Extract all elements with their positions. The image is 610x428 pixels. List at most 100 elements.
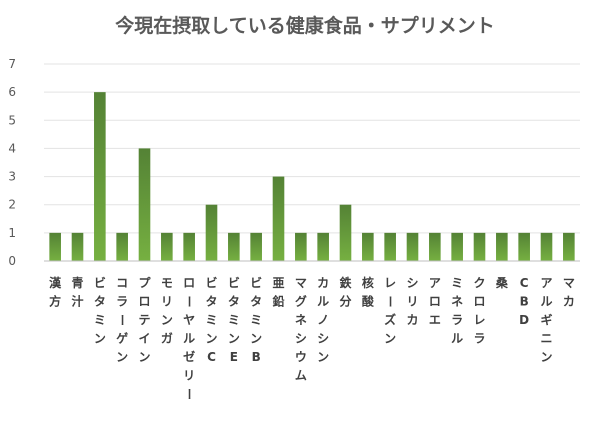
x-tick-label: 青汁 (71, 275, 83, 309)
bar (473, 232, 486, 261)
svg-text:C: C (207, 350, 216, 364)
svg-text:カ: カ (406, 313, 418, 327)
svg-text:ラ: ラ (116, 295, 128, 309)
svg-text:リ: リ (183, 369, 195, 383)
bar (250, 232, 262, 261)
svg-text:タ: タ (94, 295, 106, 309)
bar (339, 204, 352, 261)
svg-text:ン: ン (384, 332, 396, 346)
svg-text:ー: ー (182, 295, 196, 307)
svg-text:レ: レ (384, 276, 396, 290)
bar (384, 232, 396, 261)
svg-text:タ: タ (250, 295, 262, 309)
svg-text:亜: 亜 (272, 276, 284, 290)
svg-text:ン: ン (317, 350, 329, 364)
x-tick-label: 桑 (496, 276, 509, 290)
bar (71, 232, 84, 261)
svg-text:ル: ル (183, 332, 195, 346)
svg-text:ニ: ニ (540, 332, 552, 346)
svg-text:ネ: ネ (451, 295, 463, 309)
svg-text:ラ: ラ (473, 332, 485, 346)
svg-text:ア: ア (429, 276, 441, 290)
bar (116, 232, 128, 261)
svg-text:核: 核 (362, 275, 374, 290)
svg-text:テ: テ (138, 313, 150, 327)
svg-text:エ: エ (429, 313, 441, 327)
x-tick-label: 核酸 (362, 275, 375, 309)
svg-text:ロ: ロ (429, 295, 441, 309)
bar (94, 92, 106, 262)
x-tick-label: アロエ (429, 276, 441, 327)
y-tick-label: 3 (8, 170, 16, 184)
y-tick-label: 5 (8, 113, 16, 127)
svg-text:ビ: ビ (228, 275, 240, 290)
svg-text:酸: 酸 (362, 294, 375, 309)
y-tick-label: 2 (8, 198, 16, 212)
y-tick-label: 7 (8, 57, 16, 71)
svg-text:カ: カ (317, 276, 329, 290)
svg-text:ネ: ネ (295, 313, 307, 327)
svg-text:シ: シ (295, 332, 307, 346)
svg-text:E: E (230, 350, 238, 364)
svg-text:ビ: ビ (94, 275, 106, 290)
svg-text:コ: コ (116, 276, 128, 290)
bar (295, 232, 307, 261)
svg-text:C: C (520, 276, 529, 290)
svg-text:ビ: ビ (250, 275, 262, 290)
svg-text:ズ: ズ (384, 312, 396, 327)
svg-text:リ: リ (406, 295, 418, 309)
bar (362, 232, 374, 261)
svg-text:汁: 汁 (71, 294, 83, 309)
svg-text:分: 分 (339, 294, 351, 309)
svg-text:青: 青 (71, 275, 83, 290)
svg-text:ー: ー (115, 314, 129, 326)
gridlines (44, 63, 580, 234)
svg-text:タ: タ (228, 295, 240, 309)
svg-text:ミ: ミ (228, 313, 240, 327)
svg-text:ン: ン (205, 332, 217, 346)
bar (406, 232, 419, 261)
svg-text:ン: ン (94, 332, 106, 346)
svg-text:シ: シ (317, 332, 329, 346)
svg-text:ン: ン (228, 332, 240, 346)
y-tick-label: 1 (8, 226, 16, 240)
svg-text:ム: ム (295, 369, 307, 383)
svg-text:ゼ: ゼ (183, 349, 195, 364)
svg-text:方: 方 (49, 294, 61, 309)
x-tick-label: CBD (519, 276, 529, 327)
bars (49, 92, 575, 262)
svg-text:ビ: ビ (205, 275, 217, 290)
svg-text:ン: ン (116, 350, 128, 364)
bar (540, 232, 553, 261)
svg-text:ミ: ミ (205, 313, 217, 327)
svg-text:B: B (252, 350, 261, 364)
svg-text:ン: ン (540, 350, 552, 364)
x-tick-label: シリカ (406, 276, 418, 327)
svg-text:ー: ー (383, 295, 397, 307)
x-tick-label: 鉄分 (339, 275, 351, 309)
svg-text:レ: レ (473, 313, 485, 327)
y-tick-label: 4 (8, 141, 16, 155)
svg-text:ル: ル (540, 295, 552, 309)
svg-text:イ: イ (138, 332, 150, 346)
svg-text:ク: ク (473, 276, 485, 290)
svg-text:ル: ル (451, 332, 463, 346)
svg-text:プ: プ (138, 275, 151, 290)
svg-text:マ: マ (563, 276, 575, 290)
svg-text:ヤ: ヤ (183, 313, 195, 327)
svg-text:ギ: ギ (540, 312, 552, 327)
svg-text:ラ: ラ (451, 313, 463, 327)
y-tick-label: 0 (8, 254, 16, 268)
svg-text:ノ: ノ (317, 313, 329, 327)
svg-text:D: D (519, 313, 529, 327)
bar (138, 148, 151, 261)
